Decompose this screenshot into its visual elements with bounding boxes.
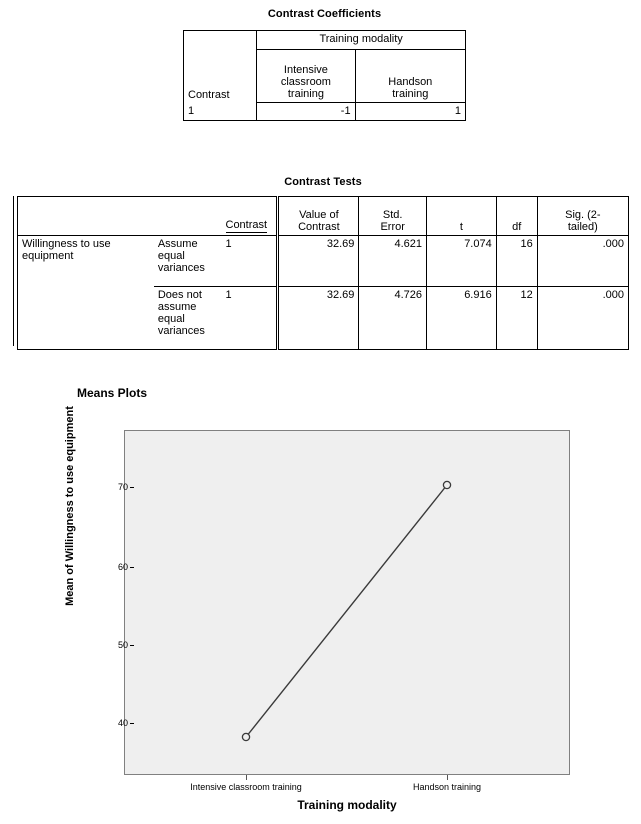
cell-std-error: 4.621	[358, 235, 427, 287]
col-header-handson-line2: training	[392, 88, 429, 100]
cell-assumption-line4: variances	[157, 325, 205, 337]
table-row: 1 -1 1	[183, 102, 466, 121]
col-header-handson-line1: Handson	[388, 76, 433, 88]
x-tick-mark-intensive	[246, 775, 247, 780]
cell-assumption-line3: variances	[157, 262, 205, 274]
header-t-label: t	[459, 221, 463, 233]
table-header-row: Contrast Value of Contrast Std. Error t …	[17, 196, 629, 236]
series-line	[245, 484, 448, 738]
header-std-error-line1: Std.	[382, 209, 403, 221]
cell-assumption-equal: Assume equal variances	[153, 235, 222, 287]
cell-assumption-unequal: Does not assume equal variances	[154, 287, 222, 350]
col-header-intensive-line2: classroom	[280, 76, 331, 88]
contrast-coefficients-title: Contrast Coefficients	[267, 8, 382, 20]
table-subheader-row: Intensive classroom training Handson tra…	[184, 49, 466, 103]
header-assumption-blank	[153, 196, 222, 236]
header-value-of-contrast: Value of Contrast	[276, 196, 359, 236]
x-tick-label-intensive: Intensive classroom training	[190, 782, 302, 792]
cell-intensive-coefficient: -1	[256, 102, 356, 121]
header-value-line2: Contrast	[298, 221, 340, 233]
header-sig-line2: tailed)	[567, 221, 598, 233]
header-sig-line1: Sig. (2-	[565, 209, 601, 221]
cell-sig-value: .000	[536, 235, 629, 287]
data-point-handson-training	[442, 480, 452, 490]
header-std-error: Std. Error	[358, 196, 427, 236]
cell-std-error: 4.726	[358, 286, 427, 350]
cell-contrast-number: 1	[221, 235, 278, 287]
cell-assumption-line1: Does not	[157, 289, 202, 301]
contrast-tests-table: Contrast Value of Contrast Std. Error t …	[13, 196, 629, 350]
y-tick-mark-50	[130, 645, 134, 646]
cell-value-of-contrast: 32.69	[276, 235, 359, 287]
x-tick-label-handson: Handson training	[412, 782, 482, 792]
table-header-row: Contrast Training modality	[183, 30, 466, 103]
y-tick-label-60: 60	[117, 562, 128, 572]
cell-df-value: 12	[495, 286, 538, 350]
table-row: Willingness to use equipment Assume equa…	[18, 235, 629, 287]
cell-value-of-contrast: 32.69	[276, 286, 359, 350]
means-plots-heading: Means Plots	[77, 386, 148, 400]
cell-assumption-line2: assume	[157, 301, 197, 313]
header-value-line1: Value of	[299, 209, 339, 221]
cell-sig-value: .000	[536, 286, 629, 350]
cell-variable-name: Willingness to use equipment	[18, 236, 154, 350]
header-df: df	[495, 196, 538, 236]
col-header-intensive: Intensive classroom training	[256, 49, 356, 103]
header-df-label: df	[512, 221, 522, 233]
contrast-tests-title: Contrast Tests	[284, 176, 362, 188]
training-modality-group-header: Training modality	[256, 30, 466, 50]
y-tick-mark-70	[130, 487, 134, 488]
x-tick-mark-handson	[447, 775, 448, 780]
y-axis-title: Mean of Willingness to use equipment	[64, 406, 76, 606]
cell-variable-line2: equipment	[22, 250, 74, 262]
col-header-intensive-line3: training	[287, 88, 324, 100]
contrast-coefficients-table: Contrast Training modality Intensive cla…	[183, 30, 466, 121]
cell-contrast-number: 1	[225, 289, 232, 301]
cell-assumption-line1: Assume	[157, 238, 198, 250]
y-tick-label-50: 50	[117, 640, 128, 650]
data-point-intensive-classroom-training	[241, 732, 251, 742]
chart-series-svg	[241, 480, 452, 742]
header-std-error-line2: Error	[380, 221, 405, 233]
table-row: Does not assume equal variances 1 32.69 …	[18, 286, 629, 350]
col-header-handson: Handson training	[355, 49, 466, 103]
cell-variable-line1: Willingness to use	[22, 238, 111, 250]
header-sig: Sig. (2- tailed)	[536, 196, 629, 236]
header-contrast-label: Contrast	[225, 219, 268, 233]
cell-t-value: 6.916	[426, 286, 497, 350]
cell-t-value: 7.074	[426, 235, 497, 287]
chart-plot-area	[124, 430, 570, 775]
col-header-intensive-line1: Intensive	[283, 64, 328, 76]
cell-assumption-line3: equal	[157, 313, 185, 325]
contrast-row-header: Contrast	[183, 30, 258, 103]
y-tick-label-40: 40	[117, 718, 128, 728]
header-t: t	[426, 196, 497, 236]
cell-assumption-line2: equal	[157, 250, 185, 262]
header-contrast: Contrast	[221, 196, 278, 236]
cell-df-value: 16	[495, 235, 538, 287]
cell-contrast-number: 1	[183, 102, 258, 121]
cell-handson-coefficient: 1	[454, 105, 461, 117]
header-variable-blank	[17, 196, 154, 236]
y-tick-mark-60	[130, 567, 134, 568]
y-tick-label-70: 70	[117, 482, 128, 492]
x-axis-title: Training modality	[297, 798, 397, 812]
y-tick-mark-40	[130, 723, 134, 724]
